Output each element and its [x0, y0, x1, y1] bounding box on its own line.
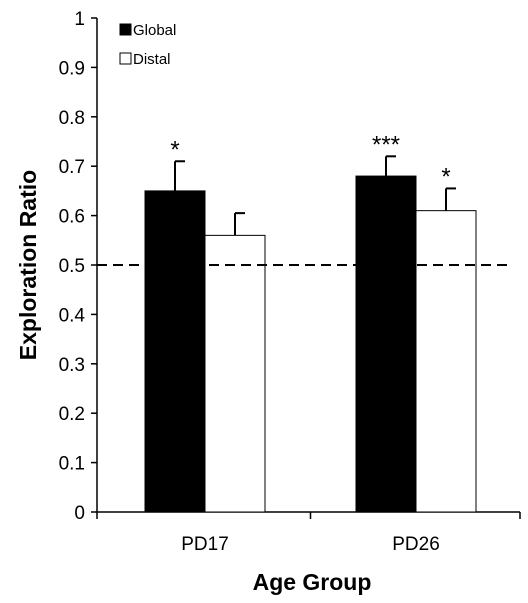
bar-distal-pd17: [204, 234, 266, 513]
y-axis-title: Exploration Ratio: [15, 170, 41, 360]
significance-marker: *: [170, 136, 179, 163]
y-tick-label: 0.4: [59, 305, 86, 326]
y-tick-label: 0.7: [59, 157, 85, 178]
legend-swatch-global: [119, 23, 132, 36]
y-tick-label: 0.6: [59, 207, 85, 228]
x-axis-title: Age Group: [253, 569, 372, 595]
y-tick-label: 0.9: [59, 58, 85, 79]
bar-global-pd26: [355, 175, 417, 513]
legend-label-distal: Distal: [133, 51, 171, 68]
y-tick-label: 0: [74, 503, 85, 524]
x-tick-label: PD17: [181, 534, 229, 555]
x-tick-label: PD26: [392, 534, 440, 555]
y-tick-label: 0.3: [59, 355, 85, 376]
y-tick-label: 0.8: [59, 108, 85, 129]
bar-distal-pd26: [415, 210, 477, 513]
legend-swatch-distal: [119, 52, 132, 65]
y-tick-label: 1: [74, 9, 85, 30]
legend-label-global: Global: [133, 22, 176, 39]
significance-marker: ***: [372, 131, 400, 158]
bar-global-pd17: [144, 190, 206, 513]
y-tick-label: 0.5: [59, 256, 85, 277]
y-tick-label: 0.2: [59, 404, 85, 425]
y-tick-label: 0.1: [59, 454, 85, 475]
significance-marker: *: [441, 163, 450, 190]
